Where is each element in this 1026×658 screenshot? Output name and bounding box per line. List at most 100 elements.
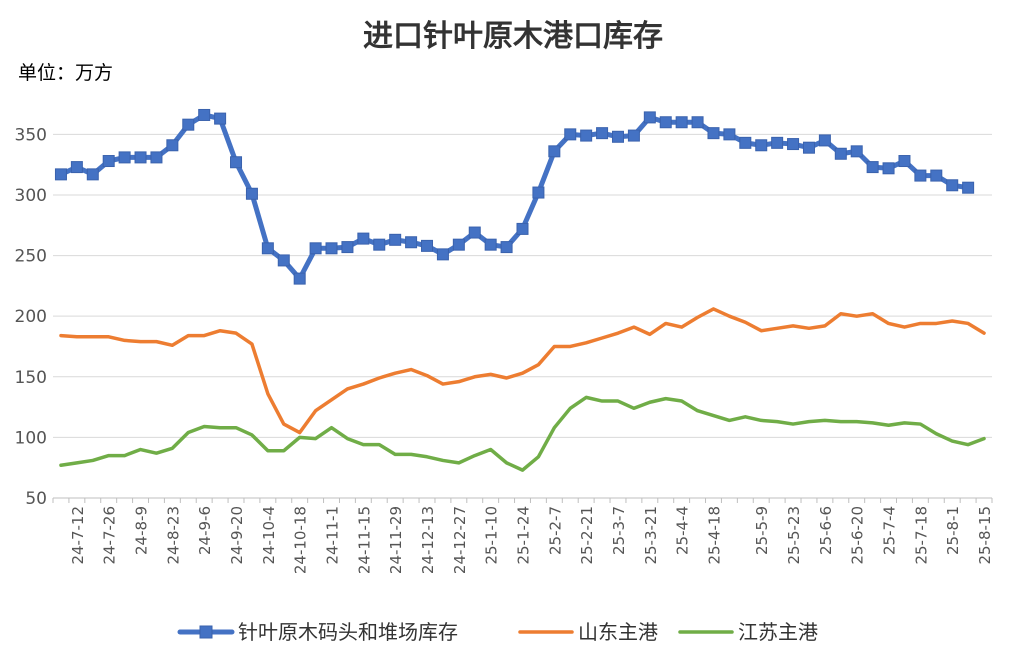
data-point xyxy=(452,238,465,251)
data-point xyxy=(70,161,83,174)
data-point xyxy=(675,116,688,129)
x-tick-label: 25-1-24 xyxy=(515,506,533,565)
x-tick-label: 24-12-13 xyxy=(419,506,437,574)
y-tick-label: 300 xyxy=(15,186,47,206)
x-tick-label: 25-1-10 xyxy=(483,506,501,565)
legend-item-2: 江苏主港 xyxy=(678,620,818,644)
x-tick-label: 24-11-1 xyxy=(324,506,342,565)
data-point xyxy=(118,151,131,164)
x-tick-label: 25-6-20 xyxy=(849,506,867,565)
legend-marker xyxy=(199,625,213,639)
data-point xyxy=(436,248,449,261)
data-point xyxy=(755,139,768,152)
x-tick-label: 25-6-6 xyxy=(817,506,835,555)
series-line xyxy=(59,307,986,435)
data-point xyxy=(54,168,67,181)
data-point xyxy=(198,108,211,121)
data-point xyxy=(293,272,306,285)
data-point xyxy=(659,116,672,129)
x-tick-label: 24-9-6 xyxy=(196,506,214,555)
x-tick-label: 25-8-15 xyxy=(976,506,994,565)
y-tick-label: 100 xyxy=(15,428,47,448)
data-point xyxy=(468,226,481,239)
data-point xyxy=(405,236,418,249)
data-point xyxy=(962,181,975,194)
series-1 xyxy=(59,307,986,435)
x-tick-label: 25-7-18 xyxy=(912,506,930,565)
x-tick-label: 24-10-18 xyxy=(292,506,310,574)
data-point xyxy=(930,169,943,182)
x-tick-label: 25-4-18 xyxy=(705,506,723,565)
x-tick-label: 25-4-4 xyxy=(674,506,692,555)
x-tick-label: 25-2-21 xyxy=(578,506,596,565)
data-point xyxy=(866,161,879,174)
data-point xyxy=(787,138,800,151)
legend: 针叶原木码头和堆场库存 山东主港 江苏主港 xyxy=(177,620,818,644)
data-point xyxy=(166,139,179,152)
x-tick-label: 24-11-15 xyxy=(355,506,373,574)
data-point xyxy=(580,129,593,142)
data-point xyxy=(230,156,243,169)
data-point xyxy=(373,238,386,251)
x-tick-label: 24-7-12 xyxy=(69,506,87,565)
x-tick-label: 25-3-7 xyxy=(610,506,628,555)
data-point xyxy=(325,242,338,255)
data-point xyxy=(850,145,863,158)
legend-label: 针叶原木码头和堆场库存 xyxy=(238,620,458,644)
data-point xyxy=(102,155,115,168)
x-tick-label: 24-12-27 xyxy=(451,506,469,574)
data-point xyxy=(532,186,545,199)
data-point xyxy=(771,136,784,149)
x-tick-label: 24-9-20 xyxy=(228,506,246,565)
data-point xyxy=(723,128,736,141)
data-point xyxy=(802,141,815,154)
data-point xyxy=(707,127,720,140)
data-point xyxy=(834,147,847,160)
data-point xyxy=(898,155,911,168)
data-point xyxy=(739,136,752,149)
series-line xyxy=(59,395,986,472)
data-point xyxy=(261,242,274,255)
data-point xyxy=(818,134,831,147)
data-point xyxy=(564,128,577,141)
data-point xyxy=(182,118,195,131)
data-point xyxy=(389,233,402,246)
data-point xyxy=(882,162,895,175)
data-point xyxy=(277,254,290,267)
legend-item-0: 针叶原木码头和堆场库存 xyxy=(177,620,458,644)
x-axis: 24-7-12 24-7-26 24-8-9 24-8-23 24-9-6 24-9-20… xyxy=(52,497,994,574)
x-tick-label: 25-8-1 xyxy=(944,506,962,555)
unit-label: 单位：万方 xyxy=(18,62,113,84)
data-point xyxy=(214,112,227,125)
series-0 xyxy=(54,108,975,285)
legend-item-1: 山东主港 xyxy=(518,620,658,644)
x-tick-label: 25-5-23 xyxy=(785,506,803,565)
legend-label: 山东主港 xyxy=(578,620,658,644)
series-line xyxy=(58,112,971,282)
data-point xyxy=(309,242,322,255)
x-tick-label: 24-7-26 xyxy=(101,506,119,565)
y-axis: 50 100 150 200 250 300 350 xyxy=(15,125,47,509)
data-point xyxy=(341,241,354,254)
legend-label: 江苏主港 xyxy=(738,620,818,644)
data-point xyxy=(500,241,513,254)
data-point xyxy=(421,239,434,252)
data-point xyxy=(150,151,163,164)
series-2 xyxy=(59,395,986,472)
data-point xyxy=(914,169,927,182)
x-tick-label: 24-10-4 xyxy=(260,506,278,565)
data-point xyxy=(611,130,624,143)
y-tick-label: 200 xyxy=(15,307,47,327)
x-tick-label: 24-11-29 xyxy=(387,506,405,574)
data-point xyxy=(134,151,147,164)
data-point xyxy=(484,238,497,251)
y-tick-label: 250 xyxy=(15,247,47,267)
data-point xyxy=(643,111,656,124)
x-tick-label: 25-5-9 xyxy=(753,506,771,555)
y-tick-label: 150 xyxy=(15,368,47,388)
chart-title: 进口针叶原木港口库存 xyxy=(363,19,663,54)
data-point xyxy=(86,168,99,181)
data-point xyxy=(245,187,258,200)
plot-area xyxy=(54,108,986,472)
x-tick-label: 24-8-23 xyxy=(164,506,182,565)
